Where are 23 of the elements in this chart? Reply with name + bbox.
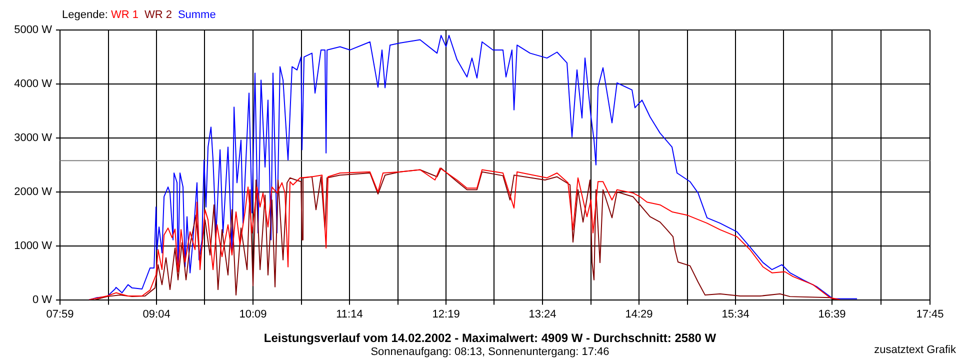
y-tick-label: 1000 W xyxy=(14,240,53,252)
x-tick-label: 16:39 xyxy=(818,308,846,320)
y-tick-label: 3000 W xyxy=(14,132,53,144)
text: WR 2 xyxy=(144,9,172,21)
x-tick-label: 13:24 xyxy=(528,308,556,320)
x-tick-label: 09:04 xyxy=(142,308,170,320)
x-tick-label: 12:19 xyxy=(432,308,460,320)
y-tick-label: 2000 W xyxy=(14,186,53,198)
text: Sonnenaufgang: 08:13, Sonnenuntergang: 17:46 xyxy=(370,346,610,358)
text: Summe xyxy=(178,9,216,21)
x-tick-label: 17:45 xyxy=(916,308,944,320)
legend-title: Legende: xyxy=(62,9,109,21)
y-tick-label: 0 W xyxy=(32,294,53,306)
text: WR 1 xyxy=(110,9,138,21)
text: Leistungsverlauf vom 14.02.2002 - Maximalwert: 4909 W - Durchschnitt: 2580 W xyxy=(262,331,718,345)
x-tick-label: 11:14 xyxy=(336,308,363,320)
y-tick-label: 5000 W xyxy=(14,24,53,36)
text: zusatztext Grafik xyxy=(874,344,956,356)
y-tick-label: 4000 W xyxy=(14,78,53,90)
x-tick-label: 10:09 xyxy=(239,308,267,320)
x-tick-label: 07:59 xyxy=(46,308,74,320)
x-tick-label: 15:34 xyxy=(722,308,750,320)
x-tick-label: 14:29 xyxy=(625,308,653,320)
